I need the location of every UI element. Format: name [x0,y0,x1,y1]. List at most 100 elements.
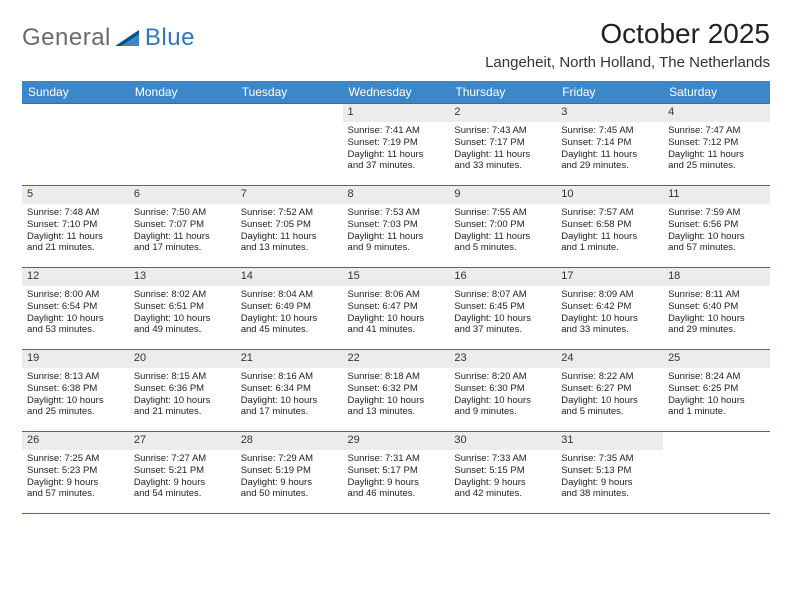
sunset-text: Sunset: 7:19 PM [348,137,445,149]
title-block: October 2025 Langeheit, North Holland, T… [485,18,770,71]
daylight-text: Daylight: 10 hours [241,313,338,325]
sunset-text: Sunset: 6:40 PM [668,301,765,313]
sunrise-text: Sunrise: 7:57 AM [561,207,658,219]
sunrise-text: Sunrise: 8:13 AM [27,371,124,383]
sunset-text: Sunset: 6:30 PM [454,383,551,395]
day-number: 23 [449,350,556,368]
day-number: 26 [22,432,129,450]
day-details: Sunrise: 8:24 AMSunset: 6:25 PMDaylight:… [663,368,770,423]
sunrise-text: Sunrise: 7:43 AM [454,125,551,137]
day-header: Thursday [449,81,556,104]
daylight-text: and 5 minutes. [454,242,551,254]
sunrise-text: Sunrise: 8:02 AM [134,289,231,301]
sunset-text: Sunset: 7:14 PM [561,137,658,149]
daylight-text: and 54 minutes. [134,488,231,500]
day-details: Sunrise: 7:53 AMSunset: 7:03 PMDaylight:… [343,204,450,259]
day-number: 28 [236,432,343,450]
daylight-text: and 25 minutes. [27,406,124,418]
day-number: 22 [343,350,450,368]
sunset-text: Sunset: 7:03 PM [348,219,445,231]
day-number: 2 [449,104,556,122]
sunrise-text: Sunrise: 8:16 AM [241,371,338,383]
day-number: 16 [449,268,556,286]
sunset-text: Sunset: 5:23 PM [27,465,124,477]
calendar-day-cell: 30Sunrise: 7:33 AMSunset: 5:15 PMDayligh… [449,432,556,514]
day-header: Wednesday [343,81,450,104]
calendar-day-cell: 18Sunrise: 8:11 AMSunset: 6:40 PMDayligh… [663,268,770,350]
daylight-text: Daylight: 9 hours [241,477,338,489]
sunset-text: Sunset: 7:05 PM [241,219,338,231]
daylight-text: Daylight: 10 hours [348,313,445,325]
daylight-text: Daylight: 10 hours [454,313,551,325]
calendar-day-cell: 19Sunrise: 8:13 AMSunset: 6:38 PMDayligh… [22,350,129,432]
day-number: 14 [236,268,343,286]
day-number [236,104,343,108]
sunset-text: Sunset: 7:07 PM [134,219,231,231]
calendar-day-cell [663,432,770,514]
day-details: Sunrise: 8:04 AMSunset: 6:49 PMDaylight:… [236,286,343,341]
daylight-text: and 21 minutes. [27,242,124,254]
calendar-day-cell: 15Sunrise: 8:06 AMSunset: 6:47 PMDayligh… [343,268,450,350]
calendar-day-cell [22,104,129,186]
daylight-text: Daylight: 10 hours [561,395,658,407]
sunrise-text: Sunrise: 7:33 AM [454,453,551,465]
daylight-text: and 17 minutes. [134,242,231,254]
day-details: Sunrise: 8:16 AMSunset: 6:34 PMDaylight:… [236,368,343,423]
location-text: Langeheit, North Holland, The Netherland… [485,54,770,71]
daylight-text: Daylight: 10 hours [27,313,124,325]
calendar-day-cell: 28Sunrise: 7:29 AMSunset: 5:19 PMDayligh… [236,432,343,514]
sunrise-text: Sunrise: 7:53 AM [348,207,445,219]
logo-text-blue: Blue [145,24,195,52]
day-header-row: Sunday Monday Tuesday Wednesday Thursday… [22,81,770,104]
day-details: Sunrise: 7:43 AMSunset: 7:17 PMDaylight:… [449,122,556,177]
daylight-text: and 13 minutes. [241,242,338,254]
day-number: 17 [556,268,663,286]
sunset-text: Sunset: 6:51 PM [134,301,231,313]
day-details: Sunrise: 7:33 AMSunset: 5:15 PMDaylight:… [449,450,556,505]
sunrise-text: Sunrise: 7:29 AM [241,453,338,465]
day-header: Tuesday [236,81,343,104]
sunrise-text: Sunrise: 8:20 AM [454,371,551,383]
day-number: 12 [22,268,129,286]
calendar-day-cell: 27Sunrise: 7:27 AMSunset: 5:21 PMDayligh… [129,432,236,514]
daylight-text: and 21 minutes. [134,406,231,418]
calendar-day-cell: 25Sunrise: 8:24 AMSunset: 6:25 PMDayligh… [663,350,770,432]
calendar-day-cell: 5Sunrise: 7:48 AMSunset: 7:10 PMDaylight… [22,186,129,268]
daylight-text: Daylight: 11 hours [668,149,765,161]
day-number: 25 [663,350,770,368]
daylight-text: and 33 minutes. [561,324,658,336]
calendar-day-cell: 14Sunrise: 8:04 AMSunset: 6:49 PMDayligh… [236,268,343,350]
day-number: 7 [236,186,343,204]
daylight-text: Daylight: 9 hours [561,477,658,489]
sunrise-text: Sunrise: 8:22 AM [561,371,658,383]
daylight-text: Daylight: 9 hours [348,477,445,489]
sunrise-text: Sunrise: 8:24 AM [668,371,765,383]
day-details: Sunrise: 7:55 AMSunset: 7:00 PMDaylight:… [449,204,556,259]
calendar-day-cell: 23Sunrise: 8:20 AMSunset: 6:30 PMDayligh… [449,350,556,432]
daylight-text: and 45 minutes. [241,324,338,336]
calendar-day-cell: 1Sunrise: 7:41 AMSunset: 7:19 PMDaylight… [343,104,450,186]
calendar-day-cell: 3Sunrise: 7:45 AMSunset: 7:14 PMDaylight… [556,104,663,186]
calendar-day-cell [236,104,343,186]
day-details: Sunrise: 8:20 AMSunset: 6:30 PMDaylight:… [449,368,556,423]
sunrise-text: Sunrise: 8:06 AM [348,289,445,301]
day-number: 18 [663,268,770,286]
daylight-text: and 50 minutes. [241,488,338,500]
day-details: Sunrise: 7:35 AMSunset: 5:13 PMDaylight:… [556,450,663,505]
daylight-text: Daylight: 10 hours [668,313,765,325]
day-number: 30 [449,432,556,450]
sunset-text: Sunset: 6:56 PM [668,219,765,231]
day-number: 9 [449,186,556,204]
calendar-week-row: 12Sunrise: 8:00 AMSunset: 6:54 PMDayligh… [22,268,770,350]
calendar-week-row: 1Sunrise: 7:41 AMSunset: 7:19 PMDaylight… [22,104,770,186]
sunrise-text: Sunrise: 8:04 AM [241,289,338,301]
sunset-text: Sunset: 6:47 PM [348,301,445,313]
day-number: 27 [129,432,236,450]
sunrise-text: Sunrise: 8:15 AM [134,371,231,383]
daylight-text: Daylight: 11 hours [241,231,338,243]
sunset-text: Sunset: 7:10 PM [27,219,124,231]
calendar-day-cell: 2Sunrise: 7:43 AMSunset: 7:17 PMDaylight… [449,104,556,186]
sunrise-text: Sunrise: 7:52 AM [241,207,338,219]
sunset-text: Sunset: 6:54 PM [27,301,124,313]
day-details: Sunrise: 7:57 AMSunset: 6:58 PMDaylight:… [556,204,663,259]
